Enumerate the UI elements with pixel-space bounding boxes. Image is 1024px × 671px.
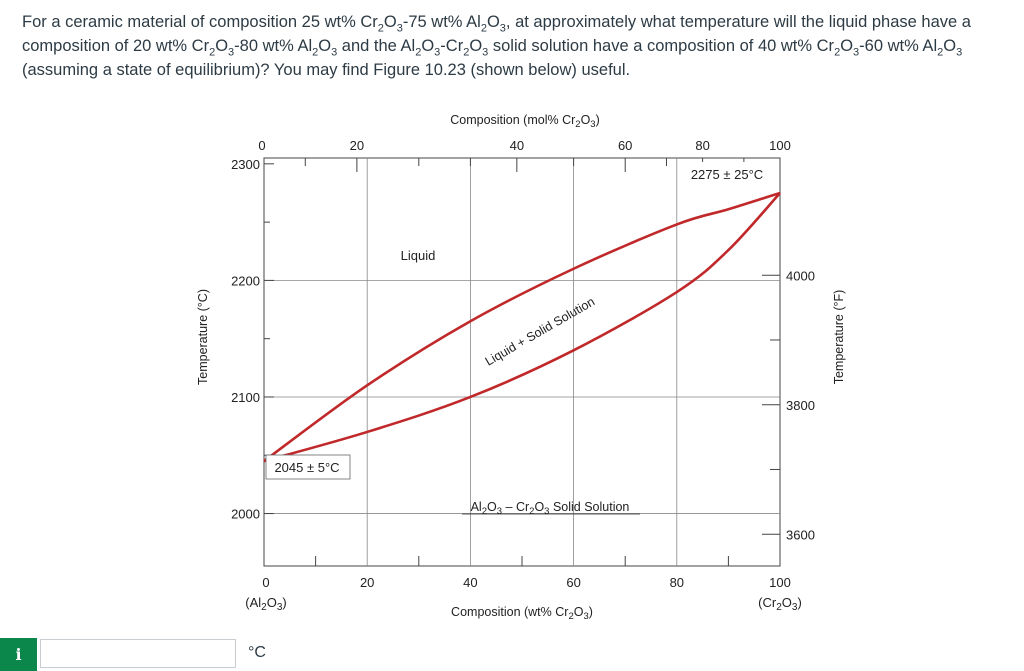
solidus-curve — [263, 192, 781, 463]
question-fragment: O — [318, 37, 332, 55]
question-fragment: For a ceramic material of composition 25… — [22, 13, 378, 31]
x-end-label-left: (Al2O3) — [245, 595, 286, 613]
right-point-box — [680, 162, 774, 186]
question-fragment: 3 — [482, 46, 489, 59]
question-fragment: 3 — [331, 46, 338, 59]
right-tick-label: 3800 — [786, 398, 815, 413]
top-tick-label: 0 — [258, 138, 265, 153]
top-tick-label: 20 — [350, 138, 364, 153]
top-tick-label: 60 — [618, 138, 632, 153]
y-axis-label: Temperature (°C) — [196, 289, 210, 385]
info-icon[interactable]: i — [0, 638, 37, 671]
unit-label: °C — [248, 644, 266, 661]
question-fragment: 2 — [312, 46, 319, 59]
y-tick-label: 2000 — [231, 507, 260, 522]
left-point-box — [265, 454, 351, 480]
question-fragment: -80 wt% Al — [234, 37, 313, 55]
question-fragment: 3 — [853, 46, 860, 59]
x-tick-label: 80 — [670, 575, 684, 590]
left-melting-point-label: 2045 ± 5°C — [274, 460, 339, 475]
label-solid-solution: Al2O3 – Cr2O3 Solid Solution — [471, 500, 630, 517]
question-fragment: 3 — [499, 22, 506, 35]
x-tick-label: 40 — [463, 575, 477, 590]
x-end-label-right: (Cr2O3) — [758, 595, 802, 613]
x-axis-label: Composition (wt% Cr2O3) — [451, 605, 593, 622]
question-fragment: 2 — [463, 46, 470, 59]
answer-row: i °C — [0, 638, 1024, 671]
question-fragment: O — [943, 37, 957, 55]
top-tick-label: 40 — [510, 138, 524, 153]
question-fragment: 2 — [209, 46, 216, 59]
question-fragment: -60 wt% Al — [859, 37, 938, 55]
question-fragment: 2 — [834, 46, 841, 59]
x-tick-label: 20 — [360, 575, 374, 590]
question-fragment: 3 — [434, 46, 441, 59]
label-liquid: Liquid — [401, 248, 436, 263]
right-axis-label: Temperature (°F) — [832, 290, 846, 385]
question-fragment: 3 — [228, 46, 235, 59]
question-fragment: 3 — [956, 46, 963, 59]
x-tick-label: 100 — [769, 575, 791, 590]
right-tick-label: 3600 — [786, 527, 815, 542]
question-fragment: 2 — [377, 22, 384, 35]
answer-input[interactable] — [40, 639, 236, 668]
y-tick-label: 2200 — [231, 273, 260, 288]
top-tick-label: 80 — [695, 138, 709, 153]
question-fragment: 3 — [396, 22, 403, 35]
question-fragment: O — [469, 37, 483, 55]
x-tick-label: 0 — [262, 575, 269, 590]
question-fragment: -Cr — [440, 37, 464, 55]
question-fragment: 2 — [480, 22, 487, 35]
question-fragment: solid solution have a composition of 40 … — [488, 37, 835, 55]
phase-diagram: 0 20 40 60 80 100 Composition (mol% Cr2O3) 3600… — [196, 113, 846, 622]
question-fragment: (assuming a state of equilibrium)? You m… — [22, 61, 631, 79]
question-fragment: 2 — [415, 46, 422, 59]
question-fragment: -75 wt% Al — [402, 13, 481, 31]
liquidus-curve — [263, 191, 781, 463]
y-tick-label: 2300 — [231, 157, 260, 172]
x-tick-label: 60 — [566, 575, 580, 590]
question-fragment: O — [840, 37, 854, 55]
top-tick-label: 100 — [769, 138, 791, 153]
y-tick-label: 2100 — [231, 390, 260, 405]
right-tick-label: 4000 — [786, 268, 815, 283]
question-text: For a ceramic material of composition 25… — [22, 10, 1012, 82]
top-axis-label: Composition (mol% Cr2O3) — [450, 113, 600, 130]
question-fragment: O — [486, 13, 500, 31]
right-melting-point-label: 2275 ± 25°C — [691, 167, 763, 182]
question-fragment: 2 — [937, 46, 944, 59]
question-fragment: O — [383, 13, 397, 31]
question-fragment: O — [215, 37, 229, 55]
question-fragment: and the Al — [337, 37, 416, 55]
question-fragment: , at approximately what temperature will… — [22, 13, 971, 55]
question-fragment: O — [421, 37, 435, 55]
